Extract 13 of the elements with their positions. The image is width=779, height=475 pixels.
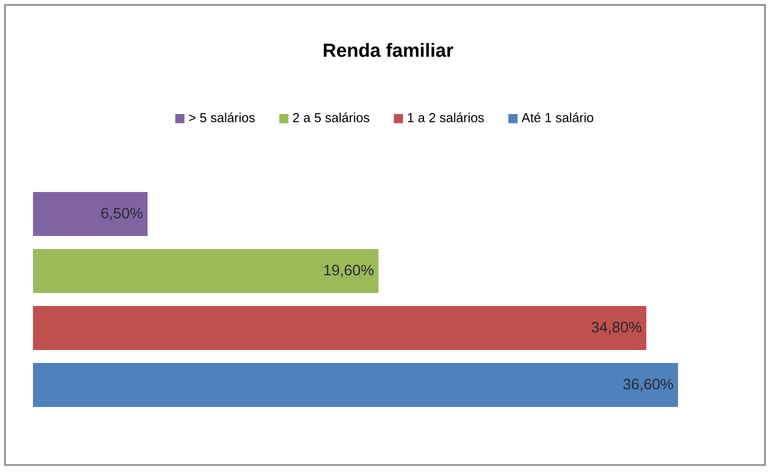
legend-label: > 5 salários — [189, 112, 255, 122]
legend-label: 2 a 5 salários — [293, 112, 370, 122]
bar — [33, 192, 148, 236]
data-label: 36,60% — [623, 378, 674, 392]
legend-label: 1 a 2 salários — [408, 112, 484, 122]
data-label: 34,80% — [592, 322, 642, 334]
data-label: 19,60% — [324, 264, 374, 278]
chart-title: Renda familiar — [324, 43, 454, 57]
bar — [33, 363, 678, 407]
bar — [33, 248, 378, 294]
data-label: 6,50% — [101, 208, 143, 220]
bar — [33, 306, 646, 350]
legend-label: Até 1 salário — [522, 112, 594, 122]
